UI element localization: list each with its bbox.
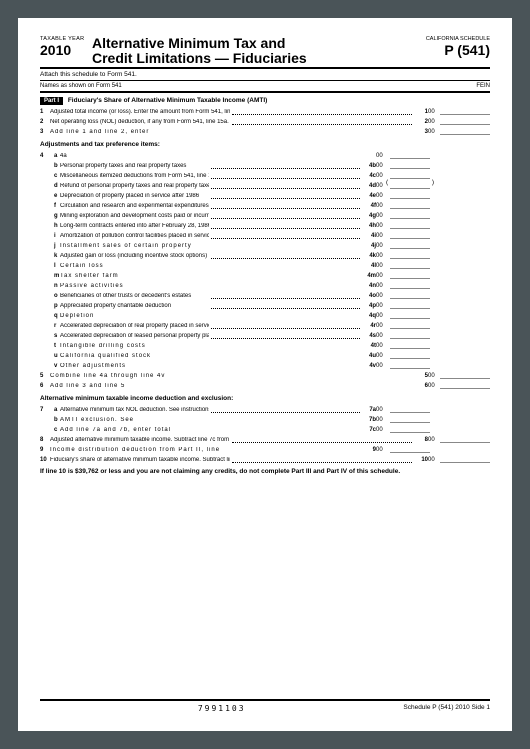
- bottom-note: If line 10 is $39,762 or less and you ar…: [40, 464, 490, 479]
- fein-label: FEIN: [476, 83, 490, 89]
- line-4f: fCirculation and research and experiment…: [40, 200, 490, 210]
- header-left: TAXABLE YEAR 2010: [40, 36, 88, 58]
- header-center: Alternative Minimum Tax and Credit Limit…: [88, 36, 400, 65]
- names-row: Names as shown on Form 541 FEIN: [40, 81, 490, 93]
- input-4k[interactable]: [390, 251, 430, 259]
- line-7c: cAdd line 7a and 7b, enter total7c00: [40, 424, 490, 434]
- line-4t: tIntangible drilling costs4t00: [40, 340, 490, 350]
- line-1: 1Adjusted total income (or loss). Enter …: [40, 106, 490, 116]
- line-4u: uCalifornia qualified stock4u00: [40, 350, 490, 360]
- part-1-badge: Part I: [40, 97, 63, 105]
- form-header: TAXABLE YEAR 2010 Alternative Minimum Ta…: [40, 36, 490, 69]
- line-4p: pAppreciated property charitable deducti…: [40, 300, 490, 310]
- part-1-header: Part I Fiduciary's Share of Alternative …: [40, 93, 490, 106]
- attach-text: Attach this schedule to Form 541.: [40, 71, 137, 78]
- line-4o: oBeneficiaries of other trusts or decede…: [40, 290, 490, 300]
- line-4s: sAccelerated depreciation of leased pers…: [40, 330, 490, 340]
- line-4a: 4a4a00: [40, 150, 490, 160]
- line-7b: bAMTI exclusion. See7b00: [40, 414, 490, 424]
- year: 2010: [40, 42, 88, 58]
- input-5[interactable]: [440, 371, 490, 379]
- input-9[interactable]: [390, 445, 430, 453]
- input-4j[interactable]: [390, 241, 430, 249]
- input-4o[interactable]: [390, 291, 430, 299]
- names-label: Names as shown on Form 541: [40, 83, 122, 89]
- line-4h: hLong-term contracts entered into after …: [40, 220, 490, 230]
- input-3[interactable]: [440, 127, 490, 135]
- line-5: 5Combine line 4a through line 4v500: [40, 370, 490, 380]
- line-4j: jInstallment sales of certain property4j…: [40, 240, 490, 250]
- line-9: 9Income distribution deduction from Part…: [40, 444, 490, 454]
- line-4r: rAccelerated depreciation of real proper…: [40, 320, 490, 330]
- footer-right: Schedule P (541) 2010 Side 1: [403, 704, 490, 713]
- line-10: 10Fiduciary's share of alternative minim…: [40, 454, 490, 464]
- title-line-2: Credit Limitations — Fiduciaries: [92, 51, 400, 66]
- line-7a: 7aAlternative minimum tax NOL deduction.…: [40, 404, 490, 414]
- input-4s[interactable]: [390, 331, 430, 339]
- input-4m[interactable]: [390, 271, 430, 279]
- line-6: 6Add line 3 and line 5600: [40, 380, 490, 390]
- line-4q: qDepletion4q00: [40, 310, 490, 320]
- input-4c[interactable]: [390, 171, 430, 179]
- line-8: 8Adjusted alternative minimum taxable in…: [40, 434, 490, 444]
- attach-row: Attach this schedule to Form 541.: [40, 69, 490, 81]
- input-4n[interactable]: [390, 281, 430, 289]
- input-7a[interactable]: [390, 405, 430, 413]
- input-1[interactable]: [440, 107, 490, 115]
- input-4u[interactable]: [390, 351, 430, 359]
- input-4g[interactable]: [390, 211, 430, 219]
- footer: 7991103 Schedule P (541) 2010 Side 1: [40, 699, 490, 713]
- input-6[interactable]: [440, 381, 490, 389]
- title-line-1: Alternative Minimum Tax and: [92, 36, 400, 51]
- input-4i[interactable]: [390, 231, 430, 239]
- line-4c: cMiscellaneous itemized deductions from …: [40, 170, 490, 180]
- input-4v[interactable]: [390, 361, 430, 369]
- line-4l: lCertain loss4l00: [40, 260, 490, 270]
- input-4p[interactable]: [390, 301, 430, 309]
- amti-header: Alternative minimum taxable income deduc…: [40, 390, 490, 404]
- line-2: 2Net operating loss (NOL) deduction, if …: [40, 116, 490, 126]
- footer-code: 7991103: [198, 704, 246, 713]
- line-4v: vOther adjustments4v00: [40, 360, 490, 370]
- input-4a[interactable]: [390, 151, 430, 159]
- line-4i: iAmortization of pollution control facil…: [40, 230, 490, 240]
- form-number: P (541): [400, 42, 490, 58]
- header-right: CALIFORNIA SCHEDULE P (541): [400, 36, 490, 58]
- line-3: 3Add line 1 and line 2, enter300: [40, 126, 490, 136]
- input-4h[interactable]: [390, 221, 430, 229]
- line-4g: gMining exploration and development cost…: [40, 210, 490, 220]
- line-4e: eDepreciation of property placed in serv…: [40, 190, 490, 200]
- input-10[interactable]: [440, 455, 490, 463]
- line-4b: bPersonal property taxes and real proper…: [40, 160, 490, 170]
- input-4d[interactable]: [390, 181, 430, 189]
- input-4b[interactable]: [390, 161, 430, 169]
- input-4l[interactable]: [390, 261, 430, 269]
- input-7b[interactable]: [390, 415, 430, 423]
- input-4f[interactable]: [390, 201, 430, 209]
- input-4r[interactable]: [390, 321, 430, 329]
- part-1-title: Fiduciary's Share of Alternative Minimum…: [68, 97, 267, 104]
- input-8[interactable]: [440, 435, 490, 443]
- input-4q[interactable]: [390, 311, 430, 319]
- input-2[interactable]: [440, 117, 490, 125]
- line-4n: nPassive activities4n00: [40, 280, 490, 290]
- line-4m: mTax shelter farm4m00: [40, 270, 490, 280]
- tax-form-page: TAXABLE YEAR 2010 Alternative Minimum Ta…: [18, 18, 512, 731]
- line-4d: dRefund of personal property taxes and r…: [40, 180, 490, 190]
- line-4k: kAdjusted gain or loss (including incent…: [40, 250, 490, 260]
- adjustments-header: Adjustments and tax preference items:: [40, 136, 490, 150]
- input-4e[interactable]: [390, 191, 430, 199]
- input-4t[interactable]: [390, 341, 430, 349]
- input-7c[interactable]: [390, 425, 430, 433]
